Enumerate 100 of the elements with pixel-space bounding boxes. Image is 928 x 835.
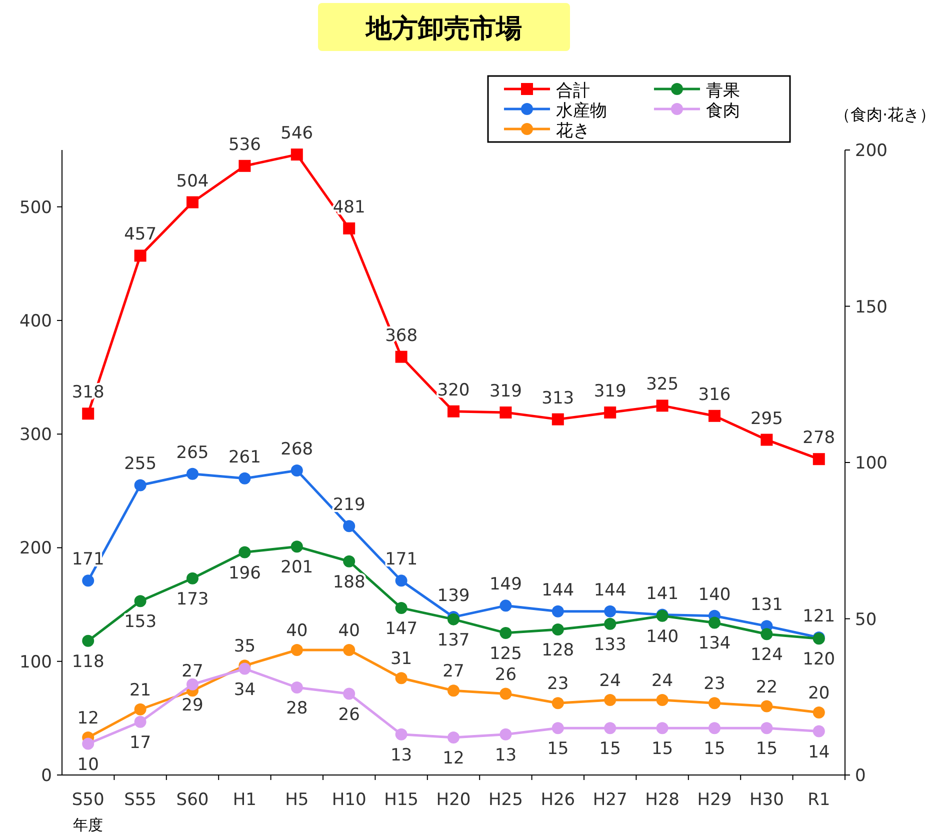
point bbox=[656, 694, 668, 706]
point bbox=[395, 350, 408, 363]
x-tick-label: H30 bbox=[749, 790, 784, 810]
point bbox=[604, 406, 616, 418]
data-label: 319 bbox=[489, 382, 522, 402]
point bbox=[238, 472, 251, 484]
point bbox=[186, 678, 198, 690]
legend-label: 食肉 bbox=[706, 101, 740, 121]
data-label: 268 bbox=[280, 439, 314, 460]
point bbox=[552, 697, 564, 710]
data-label: 15 bbox=[704, 739, 726, 760]
data-label: 320 bbox=[437, 380, 470, 400]
chart-title: 地方卸売市場 bbox=[365, 14, 522, 44]
point bbox=[760, 700, 773, 712]
data-label: 15 bbox=[756, 739, 778, 760]
point bbox=[708, 697, 720, 710]
data-label: 265 bbox=[176, 442, 209, 463]
y-tick-label: 100 bbox=[20, 652, 52, 672]
point bbox=[290, 464, 303, 476]
data-label: 26 bbox=[338, 704, 360, 725]
x-tick-label: H20 bbox=[436, 790, 471, 810]
point bbox=[760, 628, 773, 640]
data-label: 504 bbox=[176, 171, 209, 192]
point bbox=[552, 722, 564, 734]
data-label: 15 bbox=[599, 739, 621, 760]
data-label: 255 bbox=[124, 454, 157, 474]
data-label: 22 bbox=[756, 677, 778, 698]
data-label: 144 bbox=[542, 580, 574, 600]
y-tick-label: 400 bbox=[20, 311, 52, 332]
point bbox=[760, 722, 773, 734]
data-label: 23 bbox=[704, 674, 726, 694]
point bbox=[812, 453, 825, 466]
point bbox=[238, 160, 251, 172]
data-label: 24 bbox=[599, 671, 621, 691]
point bbox=[343, 520, 356, 532]
point bbox=[760, 434, 773, 446]
point bbox=[134, 703, 146, 716]
point bbox=[290, 644, 303, 656]
y2-tick-label: 0 bbox=[855, 766, 866, 786]
point bbox=[395, 728, 408, 740]
data-label: 141 bbox=[646, 584, 679, 604]
point bbox=[552, 605, 564, 618]
data-label: 133 bbox=[594, 634, 626, 655]
point bbox=[500, 406, 512, 418]
y2-axis-title: （食肉·花き） bbox=[834, 105, 928, 124]
data-label: 15 bbox=[547, 739, 569, 760]
y-tick-label: 300 bbox=[20, 425, 52, 446]
point bbox=[552, 624, 564, 636]
point bbox=[708, 722, 720, 734]
data-label: 201 bbox=[280, 558, 314, 578]
data-label: 261 bbox=[228, 447, 261, 468]
data-label: 295 bbox=[750, 408, 783, 429]
data-label: 15 bbox=[651, 739, 674, 760]
data-label: 140 bbox=[646, 626, 679, 647]
data-label: 120 bbox=[802, 650, 836, 670]
point bbox=[604, 694, 616, 706]
legend-label: 花き bbox=[556, 121, 590, 141]
data-label: 12 bbox=[442, 748, 464, 768]
legend-label: 水産物 bbox=[556, 101, 607, 121]
point bbox=[448, 684, 460, 697]
point bbox=[290, 682, 303, 694]
x-tick-label: H27 bbox=[592, 790, 628, 810]
x-tick-label: R1 bbox=[808, 790, 830, 810]
data-label: 10 bbox=[77, 754, 99, 775]
data-label: 12 bbox=[77, 708, 99, 728]
y2-tick-label: 50 bbox=[855, 610, 877, 630]
point bbox=[448, 732, 460, 744]
x-tick-label: S55 bbox=[124, 790, 157, 810]
data-label: 125 bbox=[489, 644, 522, 664]
x-tick-label: H5 bbox=[285, 790, 309, 810]
point bbox=[395, 602, 408, 614]
data-label: 171 bbox=[385, 550, 418, 570]
point bbox=[604, 722, 616, 734]
point bbox=[82, 574, 94, 587]
data-label: 139 bbox=[437, 586, 470, 606]
point bbox=[656, 400, 668, 412]
data-label: 457 bbox=[124, 224, 157, 245]
x-tick-label: H25 bbox=[488, 790, 523, 810]
data-label: 121 bbox=[802, 606, 836, 626]
data-label: 140 bbox=[698, 584, 731, 605]
data-label: 137 bbox=[437, 630, 470, 650]
data-label: 23 bbox=[547, 674, 569, 694]
point bbox=[343, 555, 356, 568]
x-tick-label: H28 bbox=[645, 790, 680, 810]
data-label: 118 bbox=[72, 652, 104, 672]
x-tick-label: S60 bbox=[176, 790, 209, 810]
y2-tick-label: 150 bbox=[855, 297, 888, 318]
y-tick-label: 0 bbox=[41, 766, 52, 786]
point bbox=[238, 546, 251, 558]
data-label: 21 bbox=[129, 680, 152, 700]
data-label: 325 bbox=[646, 374, 679, 395]
x-tick-label: H15 bbox=[384, 790, 419, 810]
point bbox=[134, 250, 146, 262]
point bbox=[238, 662, 251, 675]
data-label: 196 bbox=[228, 563, 261, 584]
x-tick-label: H29 bbox=[697, 790, 732, 810]
point bbox=[604, 618, 616, 630]
data-label: 134 bbox=[698, 634, 731, 654]
x-tick-label: H26 bbox=[540, 790, 576, 810]
data-label: 14 bbox=[808, 742, 830, 762]
